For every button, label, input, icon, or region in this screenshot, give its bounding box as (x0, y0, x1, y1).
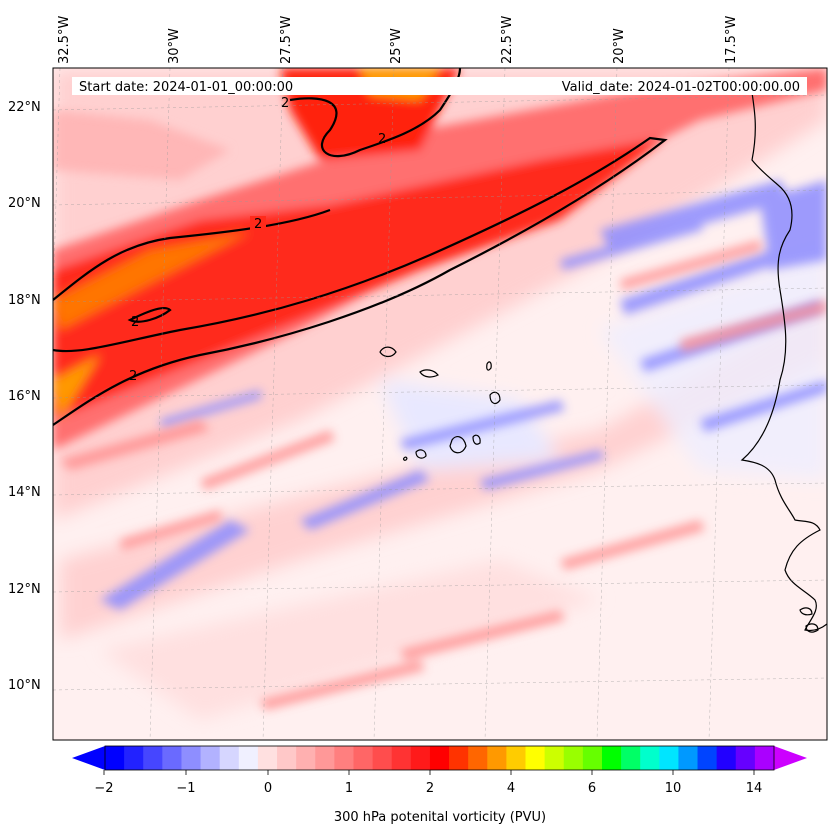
colorbar-cell (544, 746, 565, 770)
lon-label: 17.5°W (724, 16, 739, 64)
colorbar-cell (716, 746, 737, 770)
lon-label: 25°W (389, 28, 404, 64)
colorbar-cell (334, 746, 355, 770)
colorbar-cell (277, 746, 297, 770)
contour-label: 2 (129, 369, 137, 384)
longitude-labels: 32.5°W 30°W 27.5°W 25°W 22.5°W 20°W 17.5… (57, 16, 739, 64)
cb-tick-label: 2 (426, 781, 434, 796)
colorbar-cell (506, 746, 527, 770)
cb-tick-label: 4 (507, 781, 515, 796)
start-date-text: Start date: 2024-01-01_00:00:00 (79, 80, 293, 95)
cb-tick-label: 1 (345, 781, 353, 796)
colorbar-cell (181, 746, 202, 770)
lon-label: 27.5°W (279, 16, 294, 64)
lat-label: 22°N (8, 100, 41, 115)
colorbar-cell (601, 746, 622, 770)
colorbar-cell (697, 746, 718, 770)
map-frame (52, 67, 828, 741)
valid-date-text: Valid_date: 2024-01-02T00:00:00.00 (562, 80, 800, 95)
cb-tick-label: −1 (176, 781, 195, 796)
lat-label: 14°N (8, 485, 41, 500)
contour-label: 2 (131, 315, 139, 330)
graticule (53, 68, 827, 740)
latitude-labels: 22°N 20°N 18°N 16°N 14°N 12°N 10°N (8, 100, 41, 693)
colorbar-title: 300 hPa potenital vorticity (PVU) (334, 810, 546, 825)
colorbar-cell (124, 746, 144, 770)
colorbar-cell (372, 746, 393, 770)
lat-label: 12°N (8, 582, 41, 597)
colorbar-cell (353, 746, 374, 770)
colorbar-cell (296, 746, 316, 770)
colorbar-cell (315, 746, 335, 770)
colorbar-cell (238, 746, 259, 770)
colorbar-cell (143, 746, 163, 770)
contour-label: 2 (281, 96, 289, 111)
colorbar-cell (105, 746, 125, 770)
lat-label: 20°N (8, 196, 41, 211)
colorbar-cell (678, 746, 699, 770)
lat-label: 18°N (8, 293, 41, 308)
colorbar-cells (105, 746, 775, 770)
coastline (740, 79, 827, 632)
colorbar-cell (410, 746, 431, 770)
cb-tick-label: 0 (264, 781, 272, 796)
colorbar-cell (429, 746, 450, 770)
colorbar-cell (449, 746, 469, 770)
cb-tick-label: −2 (94, 781, 113, 796)
lat-label: 16°N (8, 389, 41, 404)
lon-label: 32.5°W (57, 16, 72, 64)
cb-tick-label: 14 (746, 781, 763, 796)
colorbar-cell (525, 746, 546, 770)
lon-label: 22.5°W (500, 16, 515, 64)
colorbar-frame (104, 745, 775, 771)
contour-label: 2 (378, 132, 386, 147)
islands (379, 346, 819, 633)
cb-tick-label: 10 (665, 781, 682, 796)
colorbar-cell (659, 746, 680, 770)
colorbar-extend-left (72, 746, 105, 770)
colorbar-cell (219, 746, 240, 770)
colorbar-cell (621, 746, 641, 770)
colorbar-cell (640, 746, 660, 770)
colorbar-cell (162, 746, 183, 770)
colorbar-cell (487, 746, 507, 770)
colorbar: −2 −1 0 1 2 4 6 10 14 300 hPa potenital … (72, 745, 807, 825)
lon-label: 30°W (167, 28, 182, 64)
colorbar-ticks (103, 770, 755, 775)
cb-tick-label: 6 (588, 781, 596, 796)
pv-field: 2 2 2 2 2 (53, 68, 827, 740)
colorbar-cell (257, 746, 278, 770)
contour-labels: 2 2 2 2 2 (129, 96, 386, 384)
lon-label: 20°W (612, 28, 627, 64)
colorbar-cell (735, 746, 756, 770)
date-header-box (72, 77, 807, 95)
colorbar-cell (468, 746, 488, 770)
colorbar-cell (391, 746, 412, 770)
lat-label: 10°N (8, 678, 41, 693)
colorbar-cell (563, 746, 584, 770)
contour-label: 2 (254, 217, 262, 232)
colorbar-cell (200, 746, 221, 770)
colorbar-cell (754, 746, 775, 770)
colorbar-extend-right (774, 746, 807, 770)
colorbar-cell (582, 746, 603, 770)
